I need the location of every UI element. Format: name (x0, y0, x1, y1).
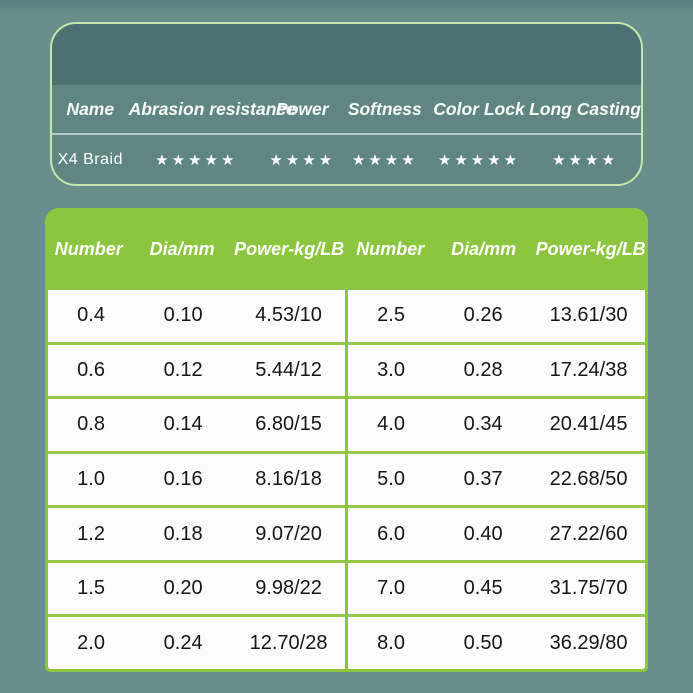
size-table-header: Number Dia/mm Power-kg/LB Number Dia/mm … (45, 208, 648, 290)
cell-number: 2.0 (77, 631, 105, 654)
cell-power: 20.41/45 (549, 413, 628, 436)
rating-values-row: X4 Braid ★★★★★ ★★★★ ★★★★ ★★★★★ ★★★★ (52, 135, 641, 184)
rating-header-power: Power (276, 98, 329, 119)
table-row: 3.0 0.28 17.24/38 (348, 341, 645, 397)
long-casting-stars-icon: ★★★★ (552, 151, 618, 169)
card-top-band (52, 24, 641, 85)
size-table: Number Dia/mm Power-kg/LB Number Dia/mm … (45, 208, 648, 672)
table-row: 0.8 0.14 6.80/15 (48, 396, 345, 451)
cell-power: 6.80/15 (255, 413, 322, 436)
header-divider-line (52, 133, 641, 135)
cell-dia: 0.14 (163, 413, 203, 436)
cell-dia: 0.40 (463, 522, 503, 545)
table-row: 0.6 0.12 5.44/12 (48, 341, 345, 397)
size-table-header-right: Number Dia/mm Power-kg/LB (347, 208, 649, 290)
rating-card: Name Abrasion resistance Power Softness … (50, 22, 643, 186)
table-row: 0.4 0.10 4.53/10 (48, 290, 345, 342)
cell-dia: 0.18 (163, 522, 203, 545)
table-row: 7.0 0.45 31.75/70 (348, 559, 645, 615)
product-name: X4 Braid (57, 150, 123, 168)
cell-dia: 0.28 (463, 358, 503, 381)
col-header-number: Number (356, 238, 425, 259)
cell-dia: 0.20 (163, 577, 203, 600)
size-table-header-left: Number Dia/mm Power-kg/LB (45, 208, 347, 290)
cell-power: 22.68/50 (549, 468, 628, 491)
cell-number: 5.0 (377, 468, 405, 491)
size-table-left-half: 0.4 0.10 4.53/10 0.6 0.12 5.44/12 0.8 0.… (48, 290, 345, 669)
cell-number: 1.2 (77, 522, 105, 545)
cell-power: 13.61/30 (549, 304, 628, 327)
col-header-power: Power-kg/LB (535, 238, 646, 259)
cell-dia: 0.37 (463, 468, 503, 491)
cell-dia: 0.24 (163, 631, 203, 654)
cell-power: 8.16/18 (255, 468, 322, 491)
cell-dia: 0.26 (463, 304, 503, 327)
table-row: 2.0 0.24 12.70/28 (48, 614, 345, 669)
cell-power: 9.07/20 (255, 522, 322, 545)
rating-header-softness: Softness (347, 98, 422, 119)
col-header-power: Power-kg/LB (234, 238, 345, 259)
rating-header-long-casting: Long Casting (529, 98, 641, 119)
softness-stars-icon: ★★★★ (351, 151, 418, 169)
cell-number: 0.8 (77, 413, 105, 436)
cell-power: 31.75/70 (549, 577, 628, 600)
cell-dia: 0.50 (463, 631, 503, 654)
table-row: 1.0 0.16 8.16/18 (48, 450, 345, 506)
cell-number: 0.6 (77, 358, 105, 381)
rating-header-row: Name Abrasion resistance Power Softness … (52, 85, 641, 133)
table-row: 2.5 0.26 13.61/30 (348, 290, 645, 342)
table-row: 4.0 0.34 20.41/45 (348, 396, 645, 451)
cell-number: 0.4 (77, 304, 105, 327)
cell-power: 27.22/60 (549, 522, 628, 545)
cell-power: 5.44/12 (255, 358, 322, 381)
background-shade (0, 0, 693, 14)
size-table-body: 0.4 0.10 4.53/10 0.6 0.12 5.44/12 0.8 0.… (48, 290, 645, 669)
cell-power: 4.53/10 (255, 304, 322, 327)
table-row: 6.0 0.40 27.22/60 (348, 505, 645, 560)
col-header-number: Number (54, 238, 123, 259)
cell-number: 8.0 (377, 631, 405, 654)
table-row: 8.0 0.50 36.29/80 (348, 614, 645, 669)
cell-dia: 0.10 (163, 304, 203, 327)
color-lock-stars-icon: ★★★★★ (437, 151, 521, 169)
cell-number: 4.0 (377, 413, 405, 436)
cell-number: 3.0 (377, 358, 405, 381)
cell-power: 9.98/22 (255, 577, 322, 600)
size-table-right-half: 2.5 0.26 13.61/30 3.0 0.28 17.24/38 4.0 … (345, 290, 645, 669)
cell-power: 36.29/80 (549, 631, 628, 654)
abrasion-stars-icon: ★★★★★ (155, 151, 238, 169)
cell-number: 7.0 (377, 577, 405, 600)
col-header-dia: Dia/mm (451, 238, 517, 259)
cell-dia: 0.45 (463, 577, 503, 600)
cell-dia: 0.34 (463, 413, 503, 436)
rating-header-color-lock: Color Lock (433, 98, 525, 119)
table-row: 5.0 0.37 22.68/50 (348, 450, 645, 506)
rating-header-abrasion: Abrasion resistance (128, 98, 296, 119)
col-header-dia: Dia/mm (149, 238, 215, 259)
power-stars-icon: ★★★★ (269, 151, 336, 169)
table-row: 1.2 0.18 9.07/20 (48, 505, 345, 560)
cell-dia: 0.12 (163, 358, 203, 381)
cell-power: 17.24/38 (549, 358, 628, 381)
cell-number: 6.0 (377, 522, 405, 545)
cell-number: 1.5 (77, 577, 105, 600)
cell-number: 2.5 (377, 304, 405, 327)
rating-header-name: Name (66, 98, 115, 119)
cell-power: 12.70/28 (249, 631, 328, 654)
cell-number: 1.0 (77, 468, 105, 491)
cell-dia: 0.16 (163, 468, 203, 491)
table-row: 1.5 0.20 9.98/22 (48, 559, 345, 615)
